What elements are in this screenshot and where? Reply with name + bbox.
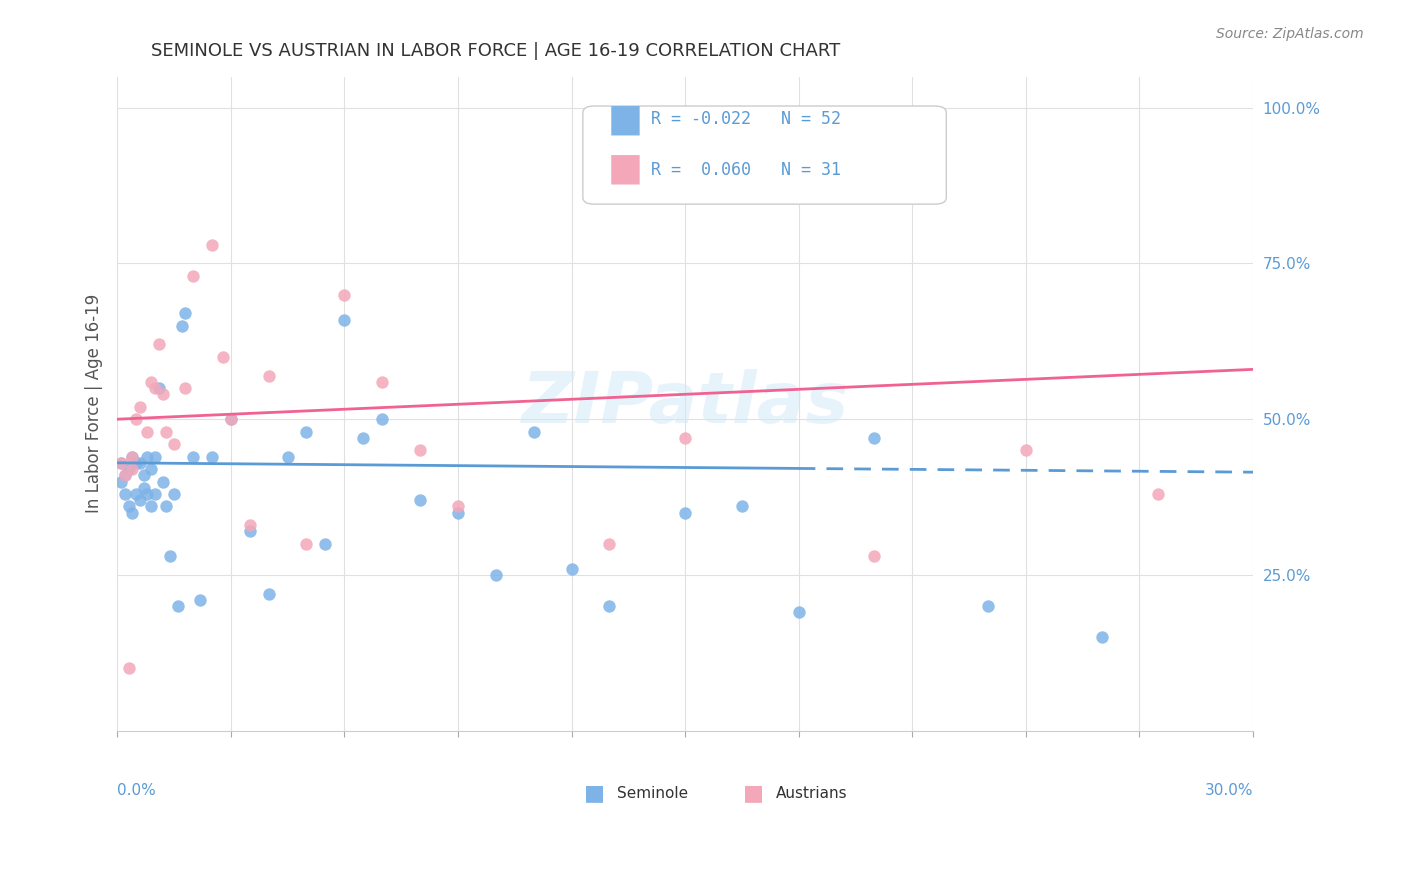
Point: [560, 562, 582, 576]
FancyBboxPatch shape: [612, 155, 640, 185]
Point: [174, 381, 197, 395]
Point: [170, 318, 193, 333]
Point: [163, 437, 186, 451]
Text: ■: ■: [742, 783, 763, 803]
Point: [1147, 487, 1170, 501]
Text: R =  0.060   N = 31: R = 0.060 N = 31: [651, 161, 841, 179]
Text: 30.0%: 30.0%: [1205, 783, 1253, 798]
Point: [152, 387, 174, 401]
Text: ZIPatlas: ZIPatlas: [522, 369, 849, 438]
Y-axis label: In Labor Force | Age 16-19: In Labor Force | Age 16-19: [86, 294, 103, 513]
Point: [143, 450, 166, 464]
Point: [174, 306, 197, 320]
Point: [121, 450, 143, 464]
Point: [125, 456, 148, 470]
Point: [121, 462, 143, 476]
Point: [163, 487, 186, 501]
Point: [159, 549, 181, 564]
Point: [673, 506, 696, 520]
Point: [257, 587, 280, 601]
Point: [598, 599, 620, 613]
Point: [181, 268, 204, 283]
Point: [333, 312, 356, 326]
Point: [141, 375, 163, 389]
Point: [447, 500, 470, 514]
Point: [152, 475, 174, 489]
Point: [117, 500, 139, 514]
Point: [148, 381, 170, 395]
Point: [523, 425, 546, 439]
Point: [141, 462, 163, 476]
Point: [136, 450, 159, 464]
Point: [863, 431, 886, 445]
Point: [485, 568, 508, 582]
Point: [219, 412, 242, 426]
Point: [371, 412, 394, 426]
Point: [155, 500, 177, 514]
Point: [117, 462, 139, 476]
Point: [977, 599, 1000, 613]
Point: [219, 412, 242, 426]
Point: [673, 431, 696, 445]
Point: [114, 468, 136, 483]
Point: [166, 599, 188, 613]
Point: [1090, 630, 1112, 644]
Point: [212, 350, 235, 364]
Point: [277, 450, 299, 464]
Point: [110, 456, 132, 470]
Point: [129, 400, 152, 414]
Point: [257, 368, 280, 383]
Text: ■: ■: [583, 783, 605, 803]
Text: Seminole: Seminole: [617, 786, 688, 801]
Point: [295, 425, 318, 439]
Point: [148, 337, 170, 351]
Point: [190, 593, 212, 607]
Point: [314, 537, 336, 551]
Point: [201, 237, 224, 252]
Point: [409, 443, 432, 458]
FancyBboxPatch shape: [583, 106, 946, 204]
Point: [409, 493, 432, 508]
Point: [787, 605, 810, 619]
Point: [136, 425, 159, 439]
Text: Austrians: Austrians: [776, 786, 848, 801]
Point: [447, 506, 470, 520]
Point: [132, 481, 155, 495]
Point: [731, 500, 754, 514]
Point: [141, 500, 163, 514]
Point: [114, 487, 136, 501]
Point: [598, 537, 620, 551]
Point: [295, 537, 318, 551]
Point: [136, 487, 159, 501]
Text: 0.0%: 0.0%: [117, 783, 156, 798]
Point: [143, 381, 166, 395]
Point: [371, 375, 394, 389]
Point: [239, 518, 262, 533]
FancyBboxPatch shape: [612, 106, 640, 136]
Point: [114, 468, 136, 483]
Point: [1015, 443, 1038, 458]
Point: [117, 661, 139, 675]
Point: [143, 487, 166, 501]
Point: [239, 524, 262, 539]
Point: [110, 475, 132, 489]
Text: SEMINOLE VS AUSTRIAN IN LABOR FORCE | AGE 16-19 CORRELATION CHART: SEMINOLE VS AUSTRIAN IN LABOR FORCE | AG…: [152, 42, 841, 60]
Point: [132, 468, 155, 483]
Point: [352, 431, 374, 445]
Point: [129, 493, 152, 508]
Point: [121, 450, 143, 464]
Point: [125, 412, 148, 426]
Text: R = -0.022   N = 52: R = -0.022 N = 52: [651, 110, 841, 128]
Point: [121, 506, 143, 520]
Point: [110, 456, 132, 470]
Point: [863, 549, 886, 564]
Point: [181, 450, 204, 464]
Point: [155, 425, 177, 439]
Point: [333, 287, 356, 301]
Point: [129, 456, 152, 470]
Text: Source: ZipAtlas.com: Source: ZipAtlas.com: [1216, 27, 1364, 41]
Point: [125, 487, 148, 501]
Point: [201, 450, 224, 464]
